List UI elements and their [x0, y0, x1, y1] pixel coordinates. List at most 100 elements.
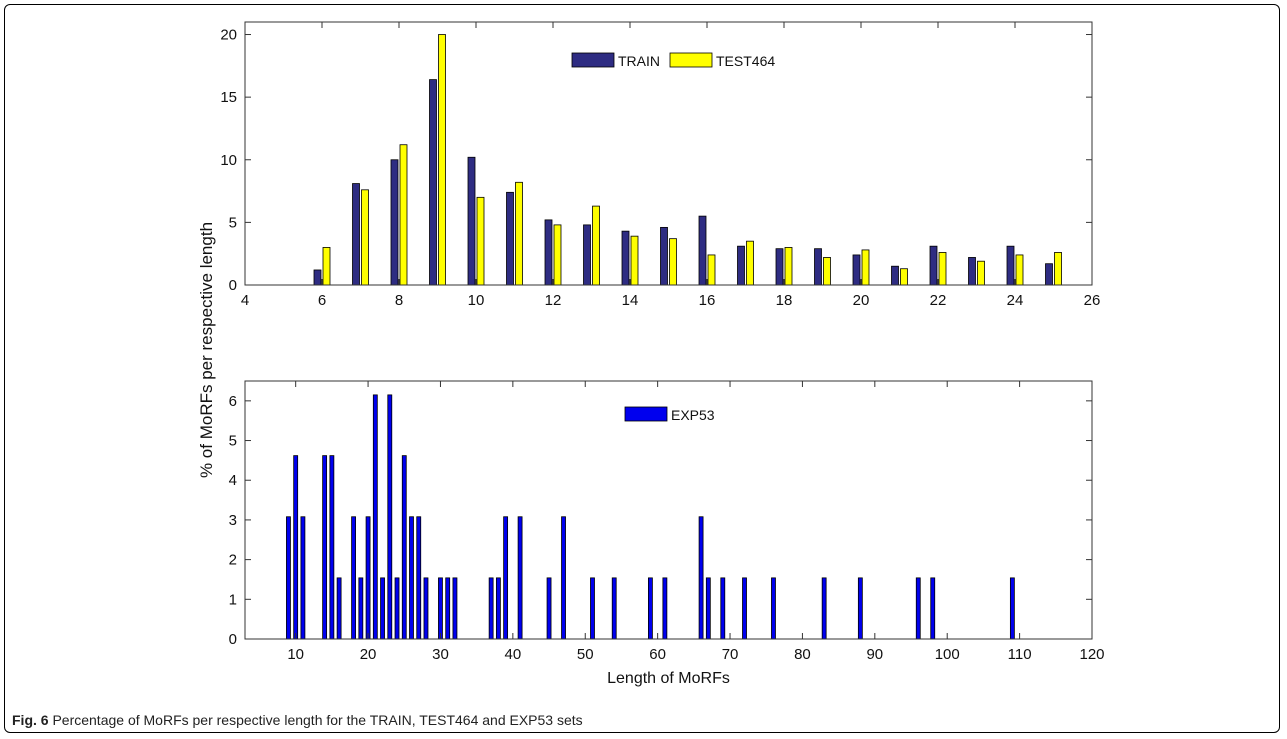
x-tick-label-18: 18	[776, 292, 793, 309]
bar-test464-22	[938, 252, 947, 286]
bar-exp53-21	[372, 394, 378, 640]
bar-exp53-20	[365, 516, 371, 640]
bar-test464-10	[476, 196, 485, 286]
bar-exp53-109	[1009, 577, 1015, 640]
bar-train-12	[544, 219, 553, 286]
bar-train-22	[929, 245, 938, 286]
bar-test464-25	[1054, 252, 1062, 286]
caption-label: Fig. 6	[12, 712, 49, 728]
bar-exp53-38	[495, 577, 501, 640]
bar-exp53-32	[452, 577, 458, 640]
bar-exp53-14	[322, 455, 328, 640]
bar-exp53-23	[387, 394, 393, 640]
bar-exp53-37	[488, 577, 494, 640]
bar-train-23	[968, 257, 976, 286]
x-tick-label-40: 40	[505, 646, 522, 663]
bar-train-24	[1006, 245, 1015, 286]
bar-exp53-76	[771, 577, 776, 640]
bar-train-25	[1045, 263, 1053, 286]
x-tick-label-10: 10	[468, 292, 485, 309]
figure-caption: Fig. 6 Percentage of MoRFs per respectiv…	[12, 712, 583, 728]
bar-test464-17	[746, 240, 754, 286]
bar-exp53-16	[336, 577, 342, 640]
bar-train-7	[352, 183, 360, 286]
bar-exp53-11	[300, 516, 306, 640]
bar-test464-7	[361, 189, 369, 286]
x-tick-label-100: 100	[935, 646, 960, 663]
y-tick-label-6: 6	[229, 393, 237, 410]
bar-train-15	[660, 226, 668, 286]
bar-exp53-30	[438, 577, 443, 640]
bar-train-9	[429, 79, 437, 286]
x-tick-label-26: 26	[1084, 292, 1101, 309]
shared-y-axis-label: % of MoRFs per respective length	[197, 222, 216, 478]
x-tick-label-120: 120	[1079, 646, 1104, 663]
bar-train-18	[775, 248, 784, 286]
y-tick-label-5: 5	[229, 433, 237, 450]
y-tick-label-0: 0	[229, 277, 237, 294]
bar-test464-23	[977, 260, 985, 286]
x-tick-label-22: 22	[930, 292, 947, 309]
bar-exp53-69	[720, 577, 726, 640]
bar-train-13	[583, 224, 591, 286]
legend: TRAIN TEST464	[568, 49, 775, 71]
bar-train-20	[852, 254, 861, 286]
x-tick-label-12: 12	[545, 292, 562, 309]
x-tick-label-70: 70	[722, 646, 739, 663]
x-axis-label: Length of MoRFs	[607, 670, 730, 687]
bar-exp53-28	[423, 577, 429, 640]
bar-exp53-67	[705, 577, 711, 640]
bar-train-16	[698, 215, 707, 286]
bar-test464-12	[553, 224, 562, 286]
legend-swatch-test464	[669, 52, 713, 68]
bar-exp53-31	[445, 577, 451, 640]
x-tick-label-8: 8	[395, 292, 403, 309]
bar-test464-24	[1015, 254, 1024, 286]
y-tick-label-0: 0	[229, 631, 237, 648]
y-tick-label-10: 10	[220, 152, 237, 169]
bar-train-14	[621, 230, 630, 286]
bar-test464-16	[707, 254, 716, 286]
legend-label-train: TRAIN	[618, 53, 660, 69]
bar-test464-15	[669, 238, 677, 286]
y-tick-label-15: 15	[220, 89, 237, 106]
legend-swatch-exp53	[624, 406, 668, 422]
x-tick-label-30: 30	[432, 646, 449, 663]
y-tick-label-5: 5	[229, 214, 237, 231]
y-tick-label-20: 20	[220, 27, 237, 44]
bar-exp53-54	[611, 577, 617, 640]
bar-exp53-39	[503, 516, 509, 640]
legend-label-exp53: EXP53	[671, 407, 715, 423]
x-tick-label-14: 14	[622, 292, 639, 309]
bottom-chart: 10 20 30 40 50 60 70 80 90 100 110 120 0 1 2 3 4 5 6 Length…	[229, 380, 1105, 687]
caption-text: Percentage of MoRFs per respective lengt…	[52, 712, 583, 728]
y-tick-label-3: 3	[229, 512, 237, 529]
bar-train-6	[313, 269, 322, 286]
y-tick-label-4: 4	[229, 472, 237, 489]
bar-train-10	[467, 156, 476, 286]
legend: EXP53	[621, 403, 731, 425]
bar-train-8	[390, 159, 399, 286]
axes-box	[244, 21, 1093, 286]
y-tick-label-1: 1	[229, 591, 237, 608]
bar-exp53-96	[915, 577, 921, 640]
x-tick-label-60: 60	[649, 646, 666, 663]
bar-train-19	[814, 248, 822, 286]
bar-exp53-15	[329, 455, 335, 640]
bar-test464-18	[784, 247, 793, 286]
bar-test464-9	[438, 34, 446, 286]
bar-exp53-27	[416, 516, 422, 640]
bar-exp53-59	[648, 577, 653, 640]
legend-label-test464: TEST464	[716, 53, 775, 69]
bar-exp53-61	[662, 577, 668, 640]
x-tick-label-90: 90	[866, 646, 883, 663]
bar-exp53-19	[358, 577, 364, 640]
x-tick-label-110: 110	[1008, 646, 1032, 663]
bar-exp53-47	[561, 516, 566, 640]
bar-exp53-18	[351, 516, 356, 640]
bar-exp53-25	[401, 455, 407, 640]
bar-exp53-22	[380, 577, 385, 640]
x-tick-label-50: 50	[577, 646, 594, 663]
x-tick-label-20: 20	[360, 646, 377, 663]
x-tick-label-80: 80	[794, 646, 811, 663]
